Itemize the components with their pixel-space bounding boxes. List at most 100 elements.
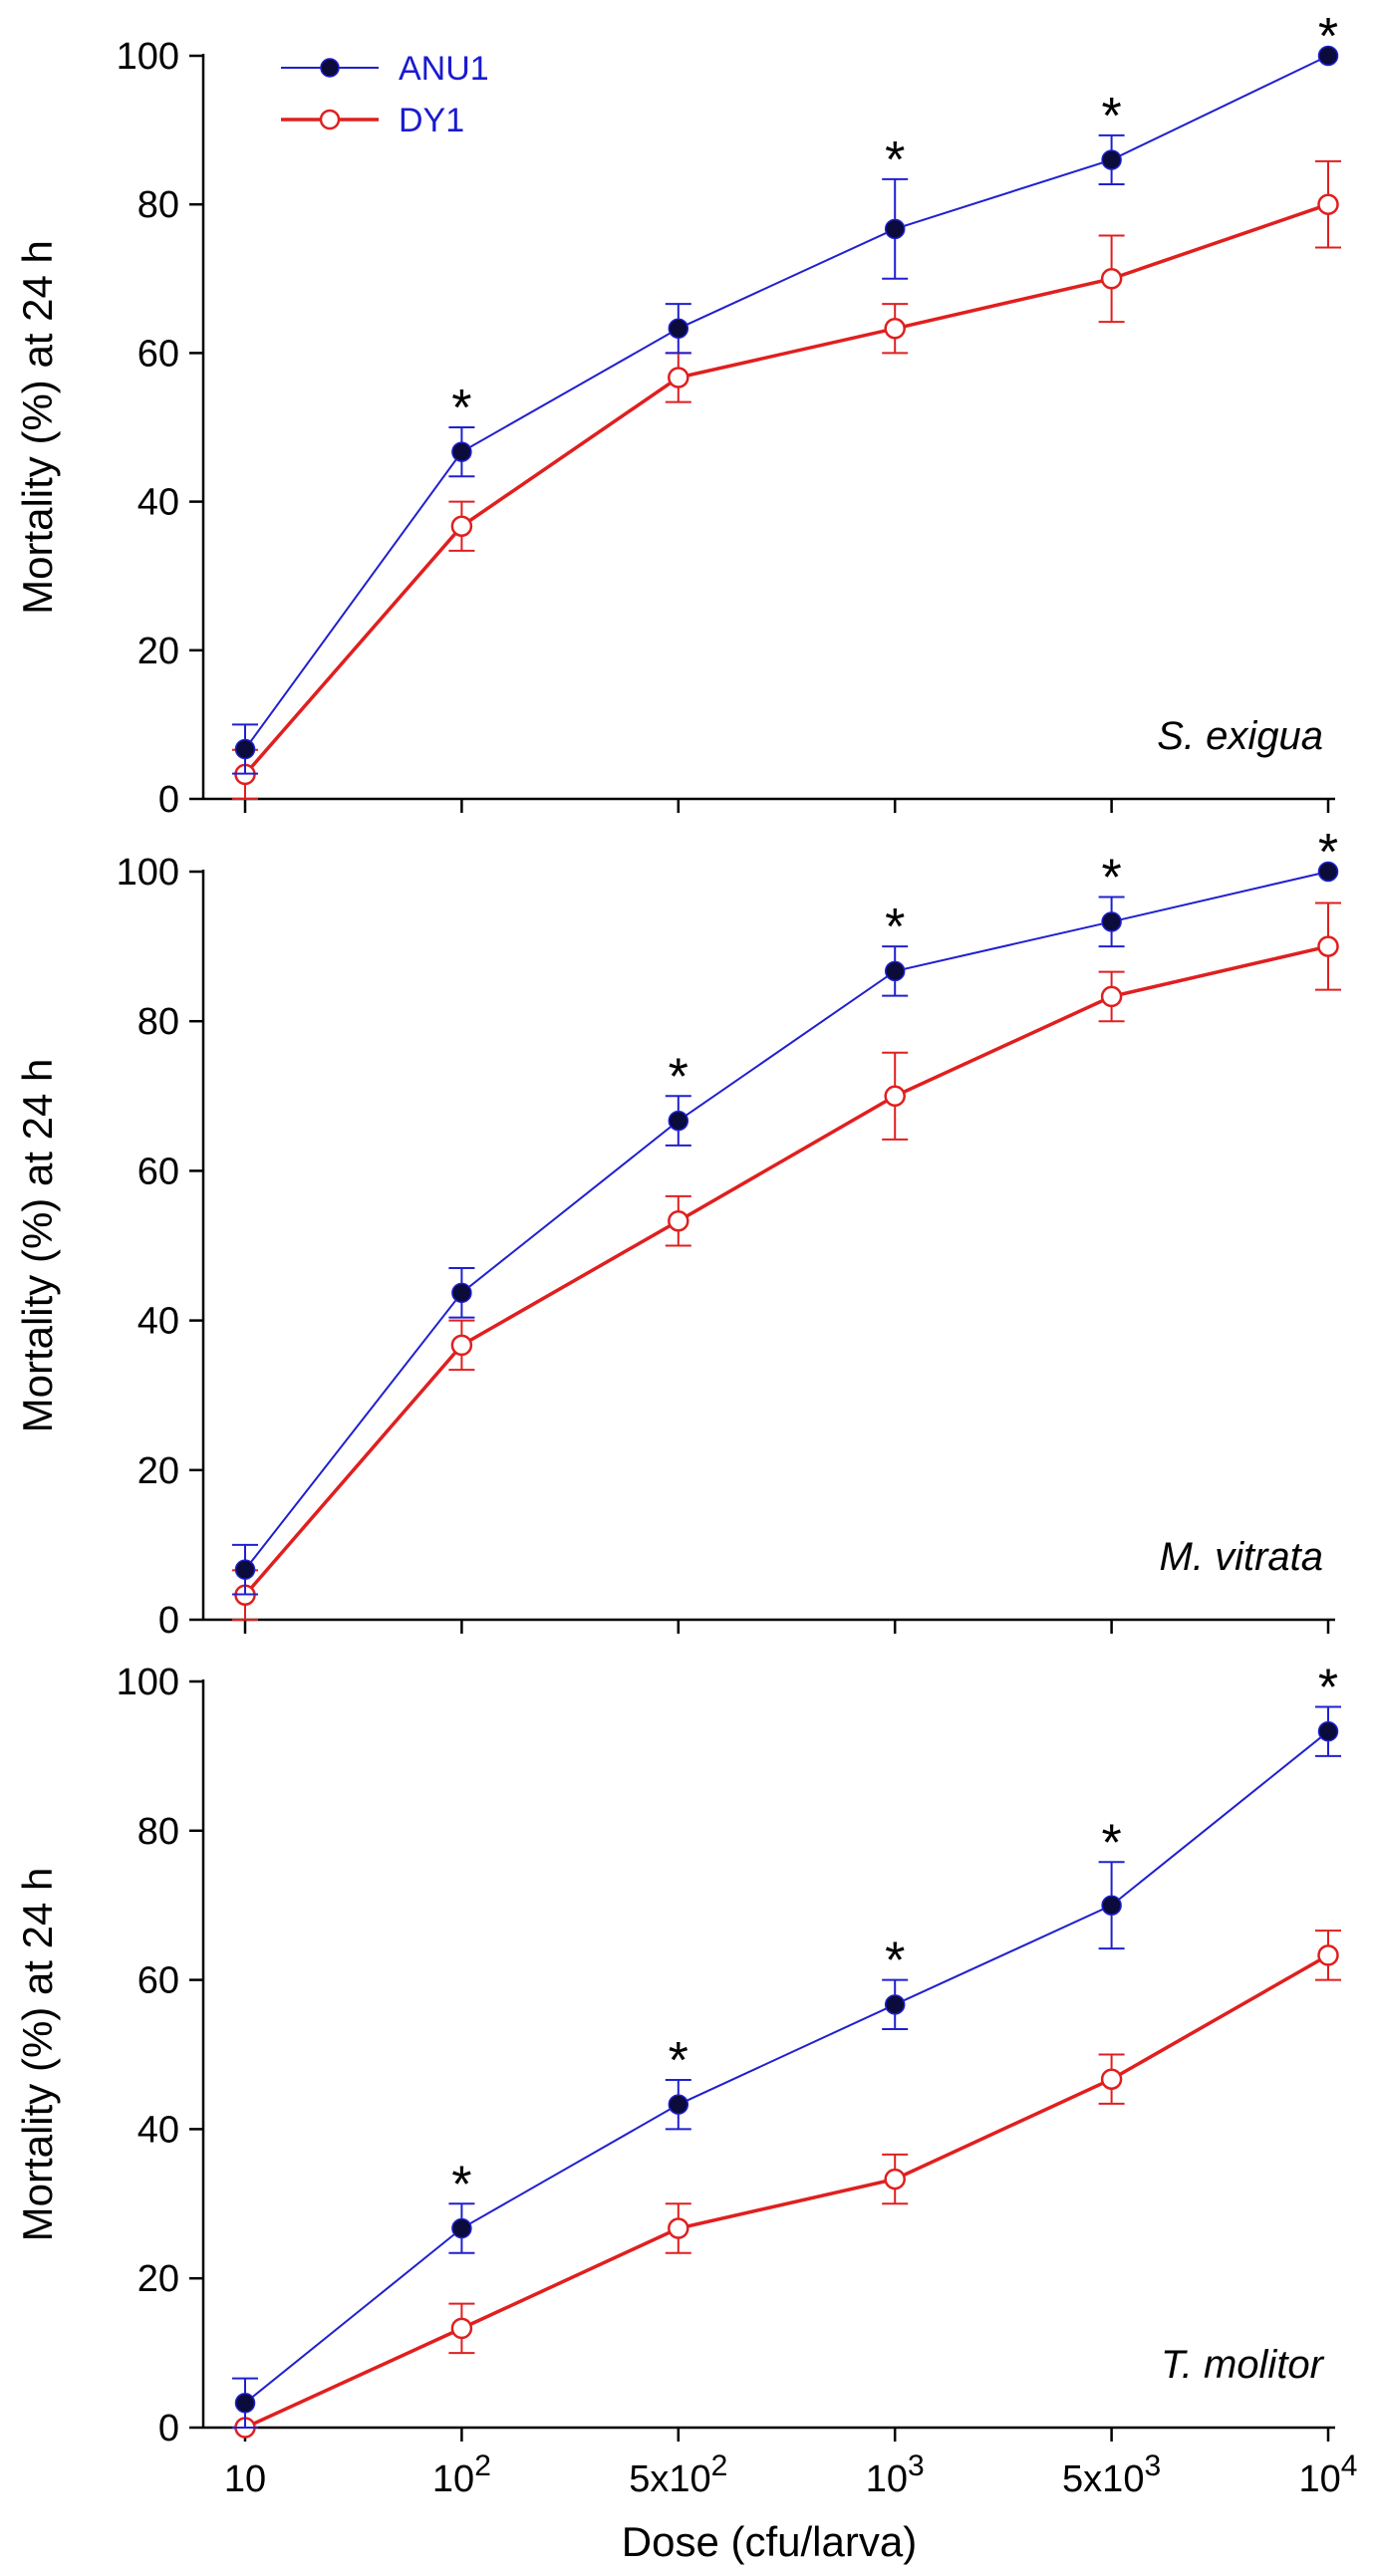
data-point-dy1 [1317,935,1339,957]
legend-label-dy1: DY1 [399,102,464,139]
x-tick-exponent: 3 [1144,2449,1161,2482]
significance-star: * [1101,1814,1121,1872]
data-point-dy1 [884,2168,906,2190]
data-point-anu1 [234,1559,256,1580]
data-point-anu1 [668,1110,689,1132]
x-axis-title: Dose (cfu/larva) [622,2518,917,2565]
x-tick-label: 5x102 [629,2449,727,2500]
data-point-dy1 [1317,193,1339,215]
panel-species-label: S. exigua [1157,714,1323,758]
y-tick-label: 20 [138,2258,179,2300]
y-tick-label: 80 [138,1811,179,1853]
data-point-anu1 [1101,911,1122,932]
series-line-dy1 [244,1953,1329,2430]
y-tick-label: 0 [158,779,179,821]
significance-star: * [885,899,905,956]
legend-marker-anu1 [320,58,340,78]
y-tick-label: 60 [138,1151,179,1192]
x-tick-label: 103 [866,2449,925,2500]
y-tick-label: 40 [138,1301,179,1343]
y-tick-label: 80 [138,1001,179,1043]
significance-star: * [1318,824,1338,882]
data-point-anu1 [451,1282,472,1304]
data-point-anu1 [884,960,906,982]
y-tick-label: 0 [158,2408,179,2449]
y-tick-label: 100 [117,1662,179,1703]
data-point-anu1 [234,2393,256,2414]
significance-star: * [1101,88,1121,145]
x-tick-exponent: 2 [711,2449,728,2482]
significance-star: * [885,1932,905,1990]
y-tick-label: 40 [138,2109,179,2151]
chart-panel: 0 20 40 60 80 100 Mortality (%) at 24 h T. moli… [14,1659,1341,2449]
chart-panel: 0 20 40 60 80 100 Mortality (%) at 24 h M. vitr… [14,824,1341,1642]
data-point-dy1 [884,1085,906,1108]
panel-species-label: T. molitor [1161,2343,1325,2387]
y-tick-label: 80 [138,184,179,226]
significance-star: * [669,2032,688,2090]
data-point-anu1 [1317,45,1339,67]
y-axis-title: Mortality (%) at 24 h [14,1868,61,2242]
significance-star: * [1318,1659,1338,1716]
series-line-anu1 [244,55,1329,750]
data-point-dy1 [668,1209,689,1232]
data-point-anu1 [1317,861,1339,883]
significance-star: * [1318,8,1338,66]
y-tick-label: 100 [117,36,179,78]
x-tick-base: 10 [866,2458,908,2500]
series-line-dy1 [243,944,1329,1597]
data-point-anu1 [451,2217,472,2239]
significance-star: * [451,380,471,437]
data-point-anu1 [668,318,689,340]
x-tick-exponent: 2 [474,2449,491,2482]
panel-species-label: M. vitrata [1160,1535,1323,1579]
data-point-dy1 [668,367,689,388]
data-point-anu1 [234,738,256,760]
data-point-dy1 [668,2217,689,2239]
data-point-dy1 [1317,1944,1339,1966]
y-axis-title: Mortality (%) at 24 h [14,1059,61,1433]
data-point-anu1 [451,441,472,462]
y-tick-label: 60 [138,333,179,375]
data-point-anu1 [1101,149,1122,170]
x-tick-base: 5x10 [629,2458,710,2500]
data-point-dy1 [1100,268,1123,290]
x-tick-exponent: 4 [1341,2449,1358,2482]
significance-star: * [1101,850,1121,907]
data-point-dy1 [450,2317,473,2340]
x-tick-exponent: 3 [908,2449,925,2482]
data-point-dy1 [884,318,906,340]
data-point-anu1 [668,2094,689,2115]
x-tick-label: 102 [432,2449,491,2500]
y-tick-label: 40 [138,482,179,524]
y-tick-label: 0 [158,1600,179,1642]
x-tick-label: 10 [224,2458,266,2500]
data-point-dy1 [1100,985,1123,1008]
data-point-dy1 [450,1334,473,1357]
x-tick-base: 10 [1299,2458,1341,2500]
data-point-anu1 [1317,1720,1339,1742]
x-tick-base: 10 [432,2458,474,2500]
legend-marker-dy1 [319,109,341,130]
data-point-anu1 [1101,1895,1122,1916]
series-line-anu1 [244,871,1329,1571]
series-line-anu1 [244,1730,1329,2405]
y-tick-label: 20 [138,631,179,672]
x-tick-label: 104 [1299,2449,1358,2500]
data-point-anu1 [884,1994,906,2015]
x-tick-base: 10 [224,2458,266,2500]
data-point-anu1 [884,218,906,240]
significance-star: * [451,2156,471,2213]
data-point-dy1 [1100,2068,1123,2090]
data-point-dy1 [450,515,473,537]
y-tick-label: 100 [117,852,179,894]
legend-label-anu1: ANU1 [399,50,489,88]
y-tick-label: 60 [138,1960,179,2002]
x-tick-label: 5x103 [1062,2449,1161,2500]
significance-star: * [885,131,905,189]
x-tick-base: 5x10 [1062,2458,1144,2500]
legend: ANU1 DY1 [281,50,489,139]
series-line-dy1 [243,202,1329,776]
